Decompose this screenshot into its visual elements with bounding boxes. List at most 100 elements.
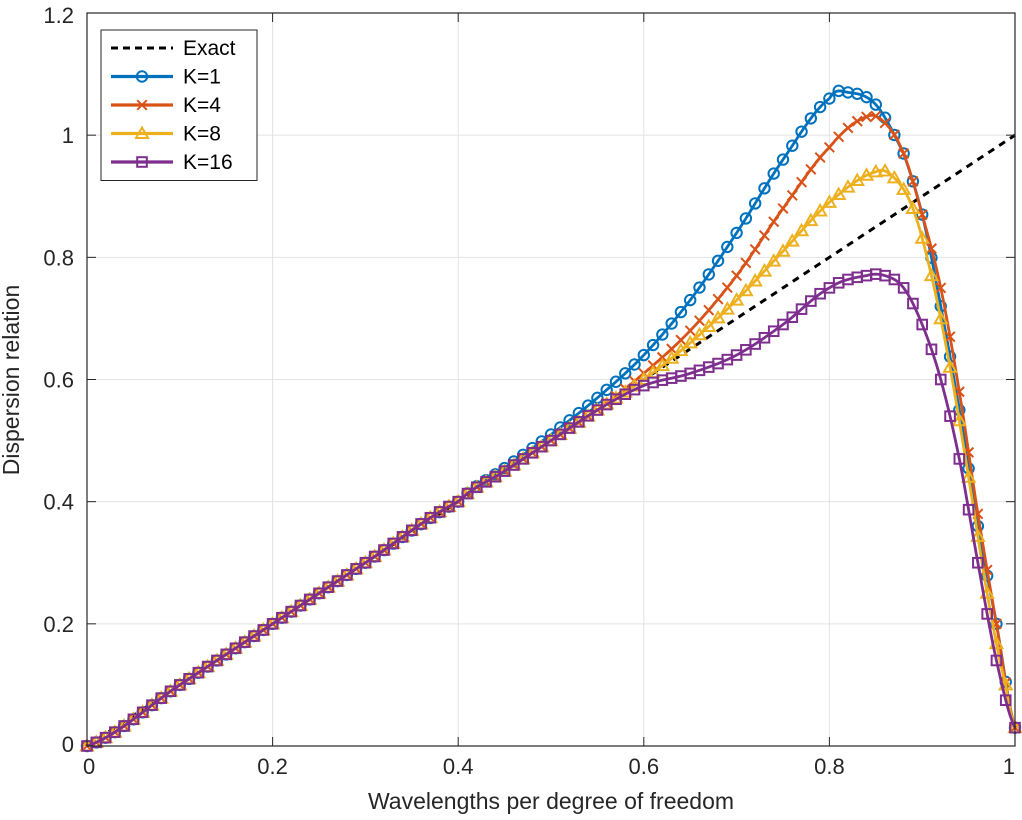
data-point-k-4 [879, 117, 891, 129]
data-point-k-1 [786, 139, 799, 152]
data-point-k-4 [851, 115, 863, 127]
data-point-k-1 [637, 348, 650, 362]
data-point-k-4 [796, 176, 808, 188]
x-marker-stroke [758, 229, 770, 241]
data-point-k-8 [663, 350, 680, 364]
x-tick-label: 0.6 [629, 754, 660, 779]
data-point-k-16 [406, 524, 418, 537]
data-point-k-1 [906, 175, 920, 188]
data-point-k-8 [960, 469, 977, 483]
x-marker-stroke [712, 293, 724, 305]
data-point-k-4 [861, 111, 873, 123]
data-point-k-16 [359, 556, 372, 569]
y-tick-label: 0.2 [43, 612, 74, 637]
data-point-k-16 [238, 636, 251, 648]
data-point-k-16 [146, 699, 158, 711]
data-point-k-8 [868, 163, 884, 178]
y-tick-label: 1 [62, 123, 74, 148]
data-point-k-1 [609, 375, 623, 388]
data-point-k-16 [424, 511, 437, 524]
data-point-k-8 [830, 186, 847, 200]
data-point-k-16 [229, 642, 242, 655]
legend-marker [134, 125, 150, 139]
legend-marker [135, 70, 149, 83]
data-point-k-1 [619, 367, 632, 380]
data-point-k-16 [322, 581, 335, 593]
data-point-k-16 [285, 605, 297, 618]
data-point-k-16 [786, 311, 799, 323]
x-tick-label: 0.4 [443, 754, 474, 779]
data-point-k-1 [776, 153, 790, 166]
x-marker-stroke [861, 111, 873, 123]
data-point-k-8 [812, 202, 828, 217]
data-point-k-16 [944, 410, 956, 422]
data-point-k-16 [758, 331, 771, 344]
data-point-k-1 [702, 268, 715, 281]
data-point-k-16 [192, 666, 205, 679]
data-point-k-16 [535, 440, 548, 453]
x-marker-stroke [907, 175, 919, 187]
x-marker-stroke [888, 129, 900, 141]
legend-item-k-4: K=4 [111, 94, 221, 117]
data-point-k-8 [923, 267, 940, 282]
y-tick-label: 0.4 [43, 490, 74, 515]
data-point-k-16 [934, 373, 947, 386]
data-point-k-1 [795, 125, 808, 138]
y-tick-label: 1.2 [43, 3, 74, 28]
data-point-k-16 [220, 648, 232, 661]
legend: Exact K=1 K=4 K=8 K=16 [100, 29, 258, 181]
data-point-k-8 [895, 181, 912, 195]
legend-item-k-8: K=8 [111, 123, 221, 146]
data-point-k-4 [777, 202, 789, 214]
data-point-k-16 [127, 713, 140, 726]
data-point-k-1 [869, 98, 882, 111]
data-point-k-8 [914, 230, 930, 244]
x-tick-label: 1 [1003, 754, 1015, 779]
legend-item-exact: Exact [111, 37, 236, 60]
data-point-k-4 [749, 243, 761, 255]
x-marker-stroke [721, 282, 733, 294]
axis-ticks: 0 0.2 0.4 0.6 0.8 1 0 0.2 0.4 0.6 0.8 1 1.2 [43, 3, 1016, 779]
data-point-k-8 [840, 179, 856, 193]
legend-item-k-1: K=1 [111, 66, 221, 89]
data-point-k-16 [201, 660, 214, 673]
data-point-k-16 [563, 422, 576, 434]
data-point-k-4 [944, 331, 956, 343]
data-point-k-16 [303, 593, 316, 606]
data-point-k-16 [396, 531, 409, 543]
data-point-k-4 [842, 122, 854, 134]
data-point-k-16 [545, 434, 557, 447]
x-axis-label: Wavelengths per degree of freedom [368, 788, 734, 814]
data-point-k-8 [682, 334, 698, 349]
data-point-k-16 [814, 287, 826, 300]
data-point-k-16 [276, 611, 288, 624]
data-point-k-16 [999, 694, 1012, 706]
x-marker-stroke [656, 351, 668, 363]
data-point-k-1 [656, 328, 669, 341]
data-point-k-16 [155, 692, 168, 704]
data-point-k-8 [886, 169, 903, 184]
data-point-k-16 [990, 654, 1003, 667]
legend-label: K=4 [183, 94, 221, 117]
y-tick-label: 0.8 [43, 245, 74, 270]
data-point-k-4 [814, 152, 826, 164]
data-point-k-8 [877, 163, 893, 177]
data-point-k-16 [554, 428, 567, 441]
data-point-k-4 [907, 175, 919, 187]
series-k-16 [81, 268, 1021, 752]
data-point-k-16 [174, 679, 186, 691]
data-point-k-16 [118, 720, 130, 732]
x-marker-stroke [935, 282, 947, 294]
data-point-k-8 [803, 212, 819, 227]
x-marker-stroke [740, 257, 752, 269]
data-point-k-16 [378, 544, 390, 556]
legend-label: K=1 [183, 66, 221, 89]
data-point-k-8 [970, 528, 986, 542]
data-point-k-1 [721, 240, 734, 254]
data-point-k-16 [573, 416, 585, 428]
data-point-k-8 [942, 359, 958, 373]
data-point-k-4 [823, 141, 835, 153]
data-point-k-4 [786, 189, 798, 201]
data-point-k-8 [784, 233, 801, 247]
data-point-k-4 [731, 270, 743, 282]
